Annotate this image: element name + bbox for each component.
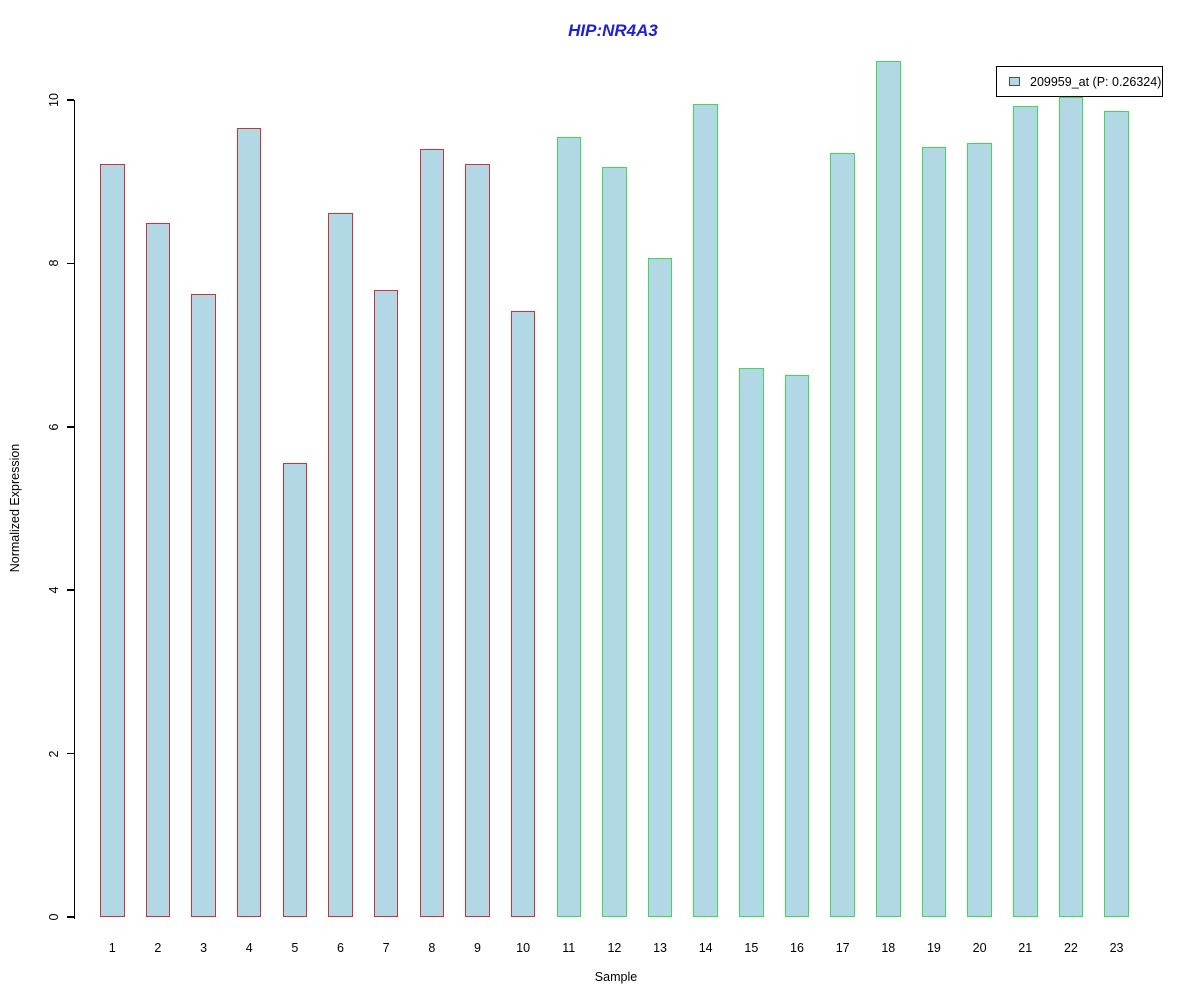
x-tick-label: 3 — [200, 941, 208, 955]
x-tick-label: 20 — [972, 941, 987, 955]
x-tick-label: 7 — [382, 941, 390, 955]
bar-sample-22 — [1058, 96, 1084, 917]
bar-sample-15 — [739, 367, 764, 917]
y-tick-label: 4 — [47, 586, 61, 594]
x-tick-label: 8 — [428, 941, 436, 955]
y-tick — [66, 426, 74, 428]
bar-sample-17 — [830, 153, 855, 917]
y-axis-title: Normalized Expression — [8, 443, 22, 573]
y-tick-label: 8 — [47, 259, 61, 267]
x-tick-label: 21 — [1018, 941, 1033, 955]
x-tick-label: 15 — [744, 941, 759, 955]
y-tick — [66, 752, 74, 755]
bar-sample-10 — [510, 310, 536, 917]
bar-sample-14 — [693, 104, 718, 917]
x-tick-label: 18 — [881, 941, 896, 955]
bar-sample-21 — [1013, 105, 1038, 917]
y-tick — [66, 916, 74, 918]
x-tick-label: 12 — [607, 941, 622, 955]
bar-sample-1 — [100, 163, 125, 917]
bar-sample-6 — [328, 212, 353, 917]
bar-sample-4 — [236, 127, 262, 917]
y-tick-label: 6 — [47, 423, 61, 431]
y-axis-line — [73, 100, 75, 919]
bar-sample-2 — [145, 222, 171, 917]
x-tick-label: 4 — [245, 941, 253, 955]
x-tick-label: 6 — [337, 941, 344, 955]
bar-sample-16 — [784, 374, 810, 917]
y-tick-label: 2 — [47, 750, 61, 758]
chart-title: HIP:NR4A3 — [568, 21, 658, 40]
x-tick-label: 13 — [653, 941, 667, 955]
x-tick-label: 1 — [108, 941, 116, 955]
bar-sample-13 — [647, 258, 673, 917]
y-tick — [66, 589, 74, 591]
bar-sample-9 — [465, 163, 490, 917]
x-axis-title: Sample — [594, 970, 638, 984]
x-tick-label: 10 — [516, 941, 531, 955]
bar-sample-18 — [876, 60, 901, 917]
x-tick-label: 23 — [1109, 941, 1124, 955]
bar-sample-23 — [1104, 111, 1129, 917]
bar-sample-5 — [282, 462, 308, 917]
bar-sample-3 — [191, 294, 216, 917]
x-tick-label: 22 — [1063, 941, 1078, 955]
x-tick-label: 2 — [154, 941, 162, 955]
bar-sample-12 — [602, 166, 627, 917]
legend-key-swatch — [1009, 77, 1020, 86]
legend-label: 209959_at (P: 0.26324) — [1030, 74, 1162, 89]
bar-sample-20 — [967, 143, 992, 917]
bar-sample-7 — [373, 289, 399, 917]
y-tick-label: 10 — [47, 93, 61, 107]
legend: 209959_at (P: 0.26324) — [996, 66, 1163, 97]
y-tick — [66, 99, 74, 101]
bar-sample-8 — [419, 149, 445, 917]
x-tick-label: 17 — [835, 941, 850, 955]
x-tick-label: 9 — [473, 941, 481, 955]
x-tick-label: 14 — [698, 941, 713, 955]
bar-sample-19 — [921, 146, 947, 917]
x-tick-label: 19 — [926, 941, 941, 955]
bar-sample-11 — [556, 136, 581, 917]
y-tick — [66, 262, 74, 265]
x-tick-label: 11 — [562, 941, 576, 955]
y-tick-label: 0 — [47, 913, 61, 921]
x-tick-label: 16 — [790, 941, 804, 955]
x-tick-label: 5 — [291, 941, 299, 955]
